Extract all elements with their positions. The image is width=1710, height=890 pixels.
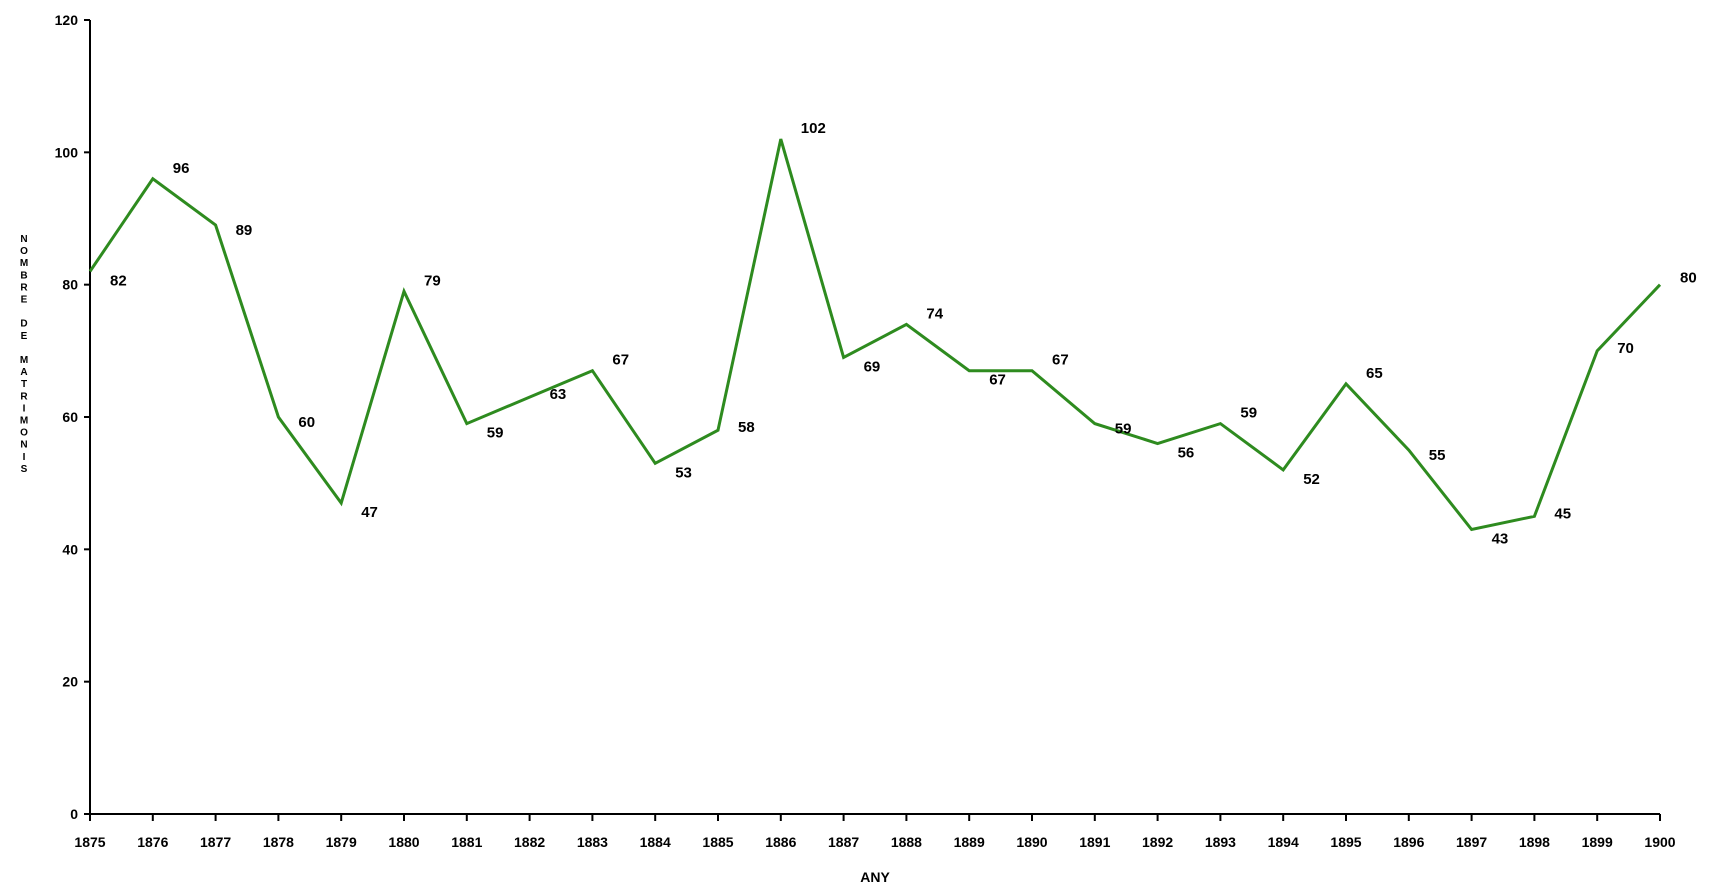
data-label: 67 (1052, 352, 1069, 369)
y-axis-title-char: N (20, 440, 27, 451)
data-label: 80 (1680, 270, 1697, 287)
data-label: 55 (1429, 447, 1446, 464)
y-axis-title-char: A (20, 367, 27, 378)
y-axis-title-char: E (21, 331, 28, 342)
x-tick-label: 1893 (1205, 834, 1236, 850)
x-tick-label: 1890 (1016, 834, 1047, 850)
data-label: 53 (675, 464, 692, 481)
y-axis-title-char: R (20, 282, 28, 293)
x-tick-label: 1898 (1519, 834, 1550, 850)
x-tick-label: 1888 (891, 834, 922, 850)
data-label: 70 (1617, 340, 1634, 357)
x-tick-label: 1894 (1268, 834, 1299, 850)
data-label: 63 (550, 386, 567, 403)
y-axis-title-char: M (20, 416, 28, 427)
data-label: 96 (173, 160, 190, 177)
y-tick-label: 40 (62, 541, 78, 557)
y-tick-label: 20 (62, 674, 78, 690)
data-label: 52 (1303, 471, 1320, 488)
data-labels: 82 96 89 60 47 79 59 63 67 53 58 102 69 74 67 67 59 56 59 5… (110, 120, 1697, 547)
x-tick-label: 1885 (702, 834, 733, 850)
x-tick-label: 1883 (577, 834, 608, 850)
series-line (88, 138, 1662, 532)
x-tick-label: 1884 (640, 834, 671, 850)
y-tick-label: 100 (55, 144, 79, 160)
x-tick-label: 1900 (1644, 834, 1675, 850)
x-tick-label: 1887 (828, 834, 859, 850)
data-label: 56 (1178, 444, 1195, 461)
y-axis-title-char: M (20, 258, 28, 269)
y-axis-title-char: I (23, 452, 26, 463)
data-label: 69 (864, 358, 881, 375)
y-tick-label: 120 (55, 12, 79, 28)
x-tick-label: 1875 (74, 834, 105, 850)
x-tick-label: 1892 (1142, 834, 1173, 850)
y-axis-title-char: E (21, 295, 28, 306)
y-axis-title-char: O (20, 246, 28, 257)
y-axis-title-char: D (20, 319, 27, 330)
y-axis-title-char: O (20, 428, 28, 439)
x-tick-label: 1876 (137, 834, 168, 850)
x-tick-label: 1899 (1582, 834, 1613, 850)
x-tick-label: 1878 (263, 834, 294, 850)
y-tick-label: 60 (62, 409, 78, 425)
data-label: 65 (1366, 365, 1383, 382)
x-tick-label: 1880 (388, 834, 419, 850)
y-axis-title-char: R (20, 391, 28, 402)
y-axis-title-char: M (20, 355, 28, 366)
data-label: 59 (487, 425, 504, 442)
y-axis: 0 20 40 60 80 100 120 (55, 12, 91, 822)
series-line-group (88, 138, 1662, 532)
x-axis: 1875 1876 1877 1878 1879 1880 1881 1882 1883 1884… (74, 813, 1676, 850)
data-label: 43 (1492, 530, 1509, 547)
y-axis-title-char: T (21, 379, 27, 390)
data-label: 47 (361, 504, 378, 521)
x-tick-label: 1879 (326, 834, 357, 850)
x-tick-label: 1896 (1393, 834, 1424, 850)
x-tick-label: 1877 (200, 834, 231, 850)
y-tick-label: 80 (62, 277, 78, 293)
y-tick-label: 0 (70, 806, 78, 822)
x-axis-title: ANY (860, 869, 890, 885)
y-axis-title-char: N (20, 234, 27, 245)
data-label: 59 (1240, 405, 1257, 422)
y-axis-title-char: I (23, 403, 26, 414)
data-label: 74 (926, 305, 943, 322)
data-label: 60 (298, 414, 315, 431)
x-tick-label: 1882 (514, 834, 545, 850)
data-label: 89 (236, 222, 253, 239)
x-tick-label: 1881 (451, 834, 482, 850)
data-label: 59 (1115, 421, 1132, 438)
y-axis-title-char: S (21, 464, 28, 475)
data-label: 45 (1554, 505, 1571, 522)
x-tick-label: 1897 (1456, 834, 1487, 850)
x-tick-label: 1886 (765, 834, 796, 850)
x-tick-label: 1889 (954, 834, 985, 850)
data-label: 58 (738, 419, 755, 436)
data-label: 79 (424, 272, 441, 289)
data-label: 82 (110, 272, 127, 289)
data-label: 102 (801, 120, 826, 137)
y-axis-title-char: B (20, 270, 27, 281)
x-tick-label: 1891 (1079, 834, 1110, 850)
data-label: 67 (612, 352, 629, 369)
data-label: 67 (989, 372, 1006, 389)
x-tick-label: 1895 (1330, 834, 1361, 850)
